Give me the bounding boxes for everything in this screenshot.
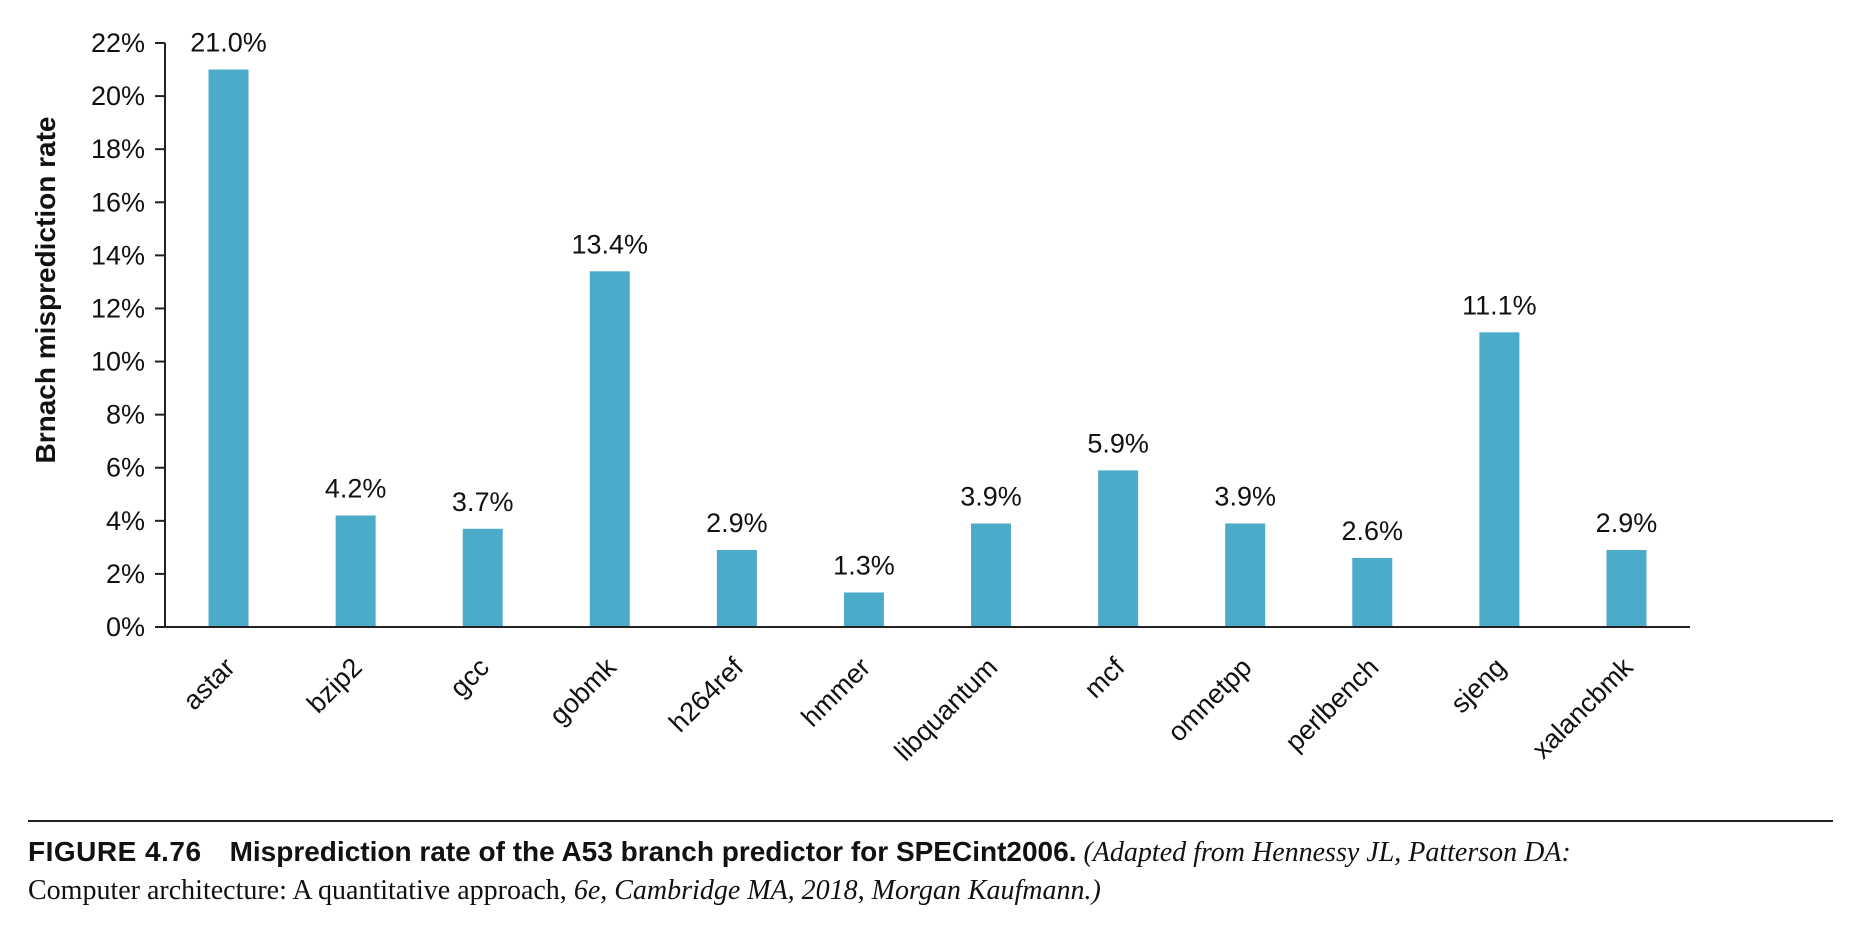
- bar-gobmk: [589, 271, 630, 627]
- y-axis: 0% 2% 4% 6% 8% 10% 12% 14% 16% 18% 20% 22%: [91, 28, 166, 642]
- x-tick-label-xalancbmk: xalancbmk: [1526, 652, 1639, 765]
- data-label-omnetpp: 3.9%: [1214, 481, 1276, 511]
- y-tick-label: 12%: [91, 293, 145, 323]
- bar-astar: [208, 69, 249, 627]
- data-label-gcc: 3.7%: [452, 487, 514, 517]
- figure-title: Misprediction rate of the A53 branch pre…: [229, 836, 1077, 867]
- y-tick-label: 10%: [91, 347, 145, 377]
- data-label-perlbench: 2.6%: [1342, 516, 1404, 546]
- bars: 21.0% 4.2% 3.7% 13.4% 2.9% 1.3% 3.9% 5.9% 3.9% 2.…: [190, 28, 1657, 627]
- y-tick-label: 4%: [106, 506, 145, 536]
- data-label-mcf: 5.9%: [1087, 428, 1149, 458]
- x-tick-label-bzip2: bzip2: [301, 652, 368, 719]
- bar-mcf: [1098, 470, 1139, 627]
- bar-xalancbmk: [1606, 550, 1647, 627]
- y-tick-label: 0%: [106, 612, 145, 642]
- bar-sjeng: [1479, 332, 1520, 627]
- y-axis-label: Brnach misprediction rate: [30, 117, 61, 464]
- data-label-libquantum: 3.9%: [960, 481, 1022, 511]
- x-tick-label-omnetpp: omnetpp: [1162, 652, 1258, 748]
- figure-caption: FIGURE 4.76 Misprediction rate of the A5…: [28, 833, 1838, 910]
- bar-hmmer: [843, 592, 884, 627]
- y-tick-label: 22%: [91, 28, 145, 58]
- x-tick-label-perlbench: perlbench: [1279, 652, 1384, 757]
- x-tick-label-gobmk: gobmk: [544, 652, 623, 731]
- y-tick-label: 8%: [106, 400, 145, 430]
- bar-perlbench: [1352, 557, 1393, 627]
- y-tick-label: 2%: [106, 559, 145, 589]
- caption-source-prefix: (Adapted from Hennessy JL, Patterson DA:: [1083, 837, 1571, 868]
- y-tick-label: 18%: [91, 134, 145, 164]
- x-tick-label-astar: astar: [177, 652, 241, 716]
- caption-source-suffix: 6e, Cambridge MA, 2018, Morgan Kaufmann.…: [573, 875, 1101, 906]
- x-tick-label-mcf: mcf: [1078, 652, 1130, 704]
- y-tick-label: 20%: [91, 81, 145, 111]
- data-label-hmmer: 1.3%: [833, 550, 895, 580]
- x-tick-label-hmmer: hmmer: [796, 652, 877, 733]
- data-label-sjeng: 11.1%: [1462, 290, 1537, 320]
- x-tick-label-gcc: gcc: [444, 652, 495, 703]
- data-label-astar: 21.0%: [190, 28, 267, 58]
- x-tick-label-libquantum: libquantum: [889, 652, 1004, 767]
- bar-gcc: [462, 528, 503, 627]
- y-tick-label: 6%: [106, 453, 145, 483]
- x-tick-label-h264ref: h264ref: [663, 652, 749, 738]
- data-label-gobmk: 13.4%: [572, 229, 649, 259]
- caption-divider: [28, 820, 1833, 822]
- bar-h264ref: [716, 550, 757, 627]
- y-tick-label: 16%: [91, 187, 145, 217]
- x-axis: astar bzip2 gcc gobmk h264ref hmmer libquantum…: [165, 626, 1690, 767]
- bar-chart: 0% 2% 4% 6% 8% 10% 12% 14% 16% 18% 20% 22% 21.0% 4.2…: [30, 28, 1690, 767]
- figure-label: FIGURE 4.76: [28, 836, 202, 867]
- data-label-xalancbmk: 2.9%: [1596, 508, 1658, 538]
- bar-bzip2: [335, 515, 376, 627]
- data-label-h264ref: 2.9%: [706, 508, 768, 538]
- x-tick-label-sjeng: sjeng: [1445, 652, 1512, 719]
- bar-omnetpp: [1225, 523, 1266, 627]
- bar-libquantum: [971, 523, 1012, 627]
- caption-source-book: Computer architecture: A quantitative ap…: [28, 875, 567, 906]
- data-label-bzip2: 4.2%: [325, 474, 387, 504]
- y-tick-label: 14%: [91, 240, 145, 270]
